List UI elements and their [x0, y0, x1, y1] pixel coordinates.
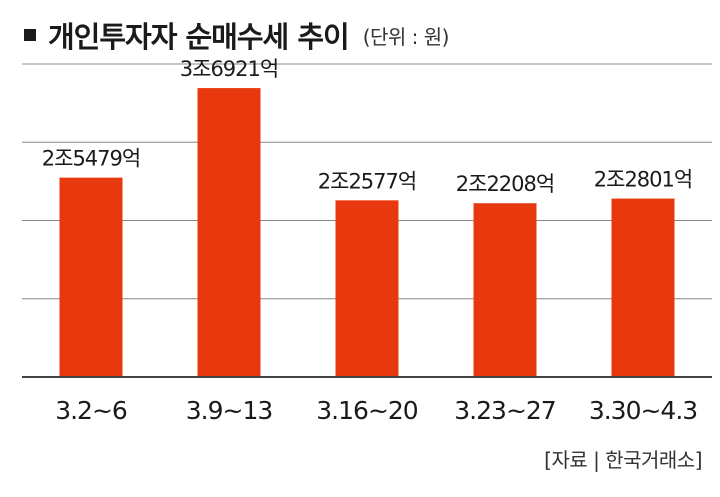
- source-note: [자료 | 한국거래소]: [544, 448, 702, 472]
- data-label: 3조6921억: [180, 57, 278, 81]
- data-label: 2조2577억: [318, 169, 416, 193]
- chart-title: 개인투자자 순매수세 추이: [48, 20, 350, 54]
- bar: [59, 177, 123, 377]
- data-label: 2조2801억: [594, 168, 692, 192]
- chart-header: 개인투자자 순매수세 추이 (단위 : 원): [24, 12, 449, 58]
- x-tick-label: 3.16~20: [316, 396, 418, 425]
- x-tick-label: 3.9~13: [186, 396, 273, 425]
- data-label: 2조2208억: [456, 172, 554, 196]
- title-square-icon: [24, 29, 36, 41]
- x-tick-label: 3.2~6: [55, 396, 127, 425]
- data-label: 2조5479억: [42, 147, 140, 171]
- bar: [473, 203, 537, 377]
- bar: [197, 88, 261, 378]
- bar: [611, 198, 675, 377]
- x-tick-label: 3.23~27: [454, 396, 555, 425]
- x-tick-label: 3.30~4.3: [589, 396, 697, 425]
- unit-note: (단위 : 원): [362, 24, 450, 49]
- bar: [335, 200, 399, 377]
